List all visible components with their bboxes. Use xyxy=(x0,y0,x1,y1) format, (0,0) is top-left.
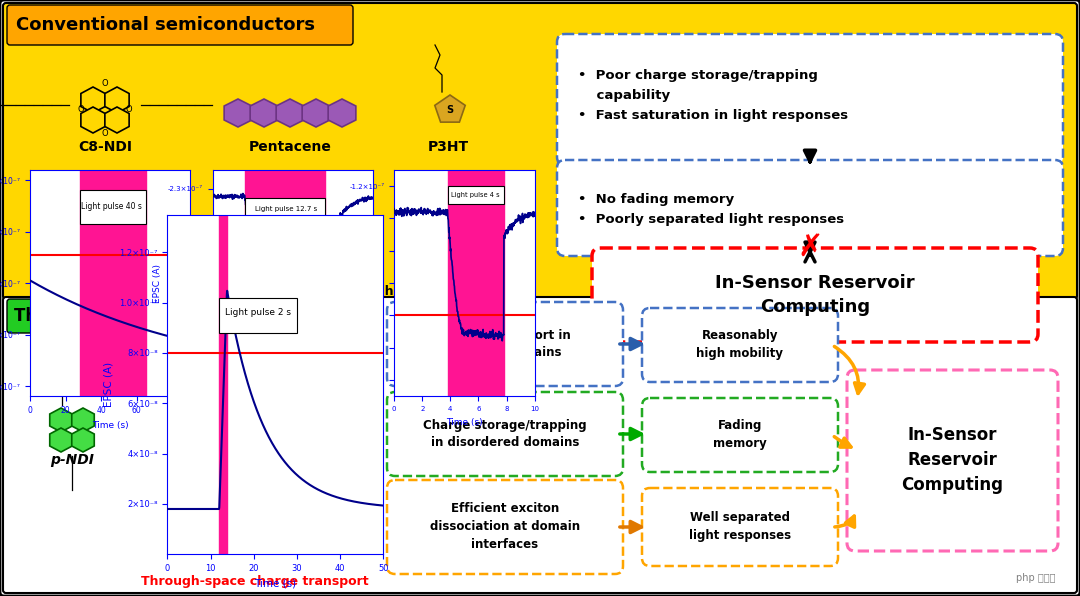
Bar xyxy=(447,170,503,396)
Y-axis label: EPSC (A): EPSC (A) xyxy=(104,362,113,407)
Text: P3HT: P3HT xyxy=(428,140,469,154)
FancyBboxPatch shape xyxy=(557,34,1063,165)
Text: Charge transport in
ordered domains: Charge transport in ordered domains xyxy=(440,328,570,359)
FancyBboxPatch shape xyxy=(557,160,1063,256)
X-axis label: Time (s): Time (s) xyxy=(254,579,297,589)
Polygon shape xyxy=(302,99,329,127)
FancyBboxPatch shape xyxy=(219,297,297,333)
Polygon shape xyxy=(105,107,130,133)
FancyBboxPatch shape xyxy=(3,3,1077,299)
Text: In-Sensor Reservoir
Computing: In-Sensor Reservoir Computing xyxy=(715,274,915,316)
FancyBboxPatch shape xyxy=(6,299,133,333)
X-axis label: Time (s): Time (s) xyxy=(446,418,483,427)
Polygon shape xyxy=(225,99,252,127)
Text: Light pulse 40 s: Light pulse 40 s xyxy=(81,203,143,212)
Polygon shape xyxy=(105,87,130,113)
Polygon shape xyxy=(50,428,72,452)
Bar xyxy=(245,170,325,396)
FancyBboxPatch shape xyxy=(847,370,1058,551)
Text: O: O xyxy=(78,105,84,114)
X-axis label: Time (s): Time (s) xyxy=(274,418,311,427)
FancyBboxPatch shape xyxy=(592,248,1038,342)
FancyBboxPatch shape xyxy=(642,398,838,472)
Text: O: O xyxy=(102,79,108,88)
Text: S: S xyxy=(446,105,454,115)
Text: O: O xyxy=(125,105,133,114)
Text: Pentacene: Pentacene xyxy=(248,140,332,154)
Text: Fading
memory: Fading memory xyxy=(713,420,767,451)
FancyBboxPatch shape xyxy=(447,186,503,204)
Y-axis label: EPSC (A): EPSC (A) xyxy=(335,263,343,303)
Polygon shape xyxy=(81,87,105,113)
Bar xyxy=(80,170,146,396)
Polygon shape xyxy=(328,99,355,127)
Text: p-NDI: p-NDI xyxy=(50,453,94,467)
Text: Light pulse 12.7 s: Light pulse 12.7 s xyxy=(255,206,318,213)
Polygon shape xyxy=(435,95,465,122)
FancyBboxPatch shape xyxy=(387,480,623,574)
Y-axis label: EPSC (A): EPSC (A) xyxy=(153,263,162,303)
Text: This work: This work xyxy=(14,307,105,325)
Text: Bandlike charge transport: Bandlike charge transport xyxy=(56,285,240,299)
Text: Light pulse 4 s: Light pulse 4 s xyxy=(451,192,500,198)
Text: •  Poor charge storage/trapping
    capability
•  Fast saturation in light respo: • Poor charge storage/trapping capabilit… xyxy=(578,69,848,122)
FancyBboxPatch shape xyxy=(6,5,353,45)
FancyBboxPatch shape xyxy=(387,392,623,476)
Text: ✗: ✗ xyxy=(797,232,823,262)
Text: Charge storage/trapping
in disordered domains: Charge storage/trapping in disordered do… xyxy=(423,418,586,449)
FancyBboxPatch shape xyxy=(642,488,838,566)
FancyBboxPatch shape xyxy=(387,302,623,386)
Polygon shape xyxy=(71,408,94,432)
FancyBboxPatch shape xyxy=(3,297,1077,593)
Polygon shape xyxy=(50,408,72,432)
Text: Through-bond charge transport: Through-bond charge transport xyxy=(274,285,496,299)
Text: php 中文网: php 中文网 xyxy=(1015,573,1055,583)
Polygon shape xyxy=(81,107,105,133)
Text: Efficient exciton
dissociation at domain
interfaces: Efficient exciton dissociation at domain… xyxy=(430,502,580,551)
X-axis label: Time (s): Time (s) xyxy=(92,421,129,430)
Text: C8-NDI: C8-NDI xyxy=(78,140,132,154)
Text: In-Sensor
Reservoir
Computing: In-Sensor Reservoir Computing xyxy=(901,426,1003,494)
Text: Well separated
light responses: Well separated light responses xyxy=(689,511,791,542)
Bar xyxy=(219,215,227,554)
Text: Light pulse 2 s: Light pulse 2 s xyxy=(225,308,292,317)
FancyBboxPatch shape xyxy=(80,191,146,224)
Text: •  No fading memory
•  Poorly separated light responses: • No fading memory • Poorly separated li… xyxy=(578,194,845,226)
Polygon shape xyxy=(251,99,278,127)
Polygon shape xyxy=(71,428,94,452)
Text: Reasonably
high mobility: Reasonably high mobility xyxy=(697,330,783,361)
FancyBboxPatch shape xyxy=(642,308,838,382)
Polygon shape xyxy=(276,99,303,127)
Text: O: O xyxy=(102,129,108,138)
Text: Conventional semiconductors: Conventional semiconductors xyxy=(16,16,315,34)
FancyBboxPatch shape xyxy=(245,198,325,221)
Text: Through-space charge transport: Through-space charge transport xyxy=(141,576,368,588)
